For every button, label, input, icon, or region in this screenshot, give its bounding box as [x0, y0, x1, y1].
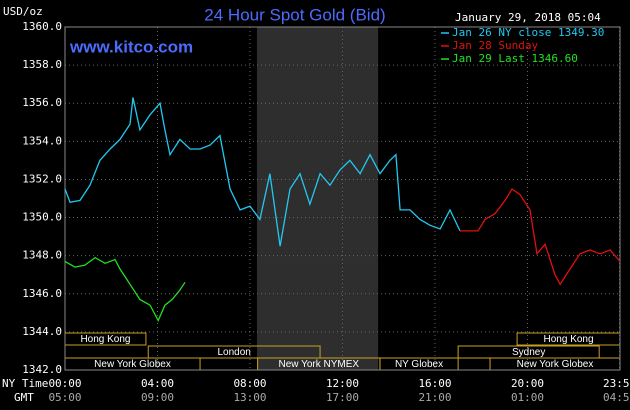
session-label: NY Globex: [395, 359, 443, 370]
y-tick-label: 1350.0: [22, 211, 62, 224]
timestamp: January 29, 2018 05:04: [455, 11, 601, 24]
gmt-tick-label: 09:00: [141, 391, 174, 404]
shaded-region: [256, 27, 379, 370]
session-label: Hong Kong: [544, 334, 594, 345]
gmt-tick-label: 04:59: [603, 391, 630, 404]
price-line: [460, 188, 621, 286]
x-tick-label: 20:00: [511, 377, 544, 390]
price-line: [64, 256, 186, 322]
plot-frame: [64, 26, 621, 371]
x-tick-label: 04:00: [141, 377, 174, 390]
y-unit: USD/oz: [3, 5, 43, 18]
session-box: [147, 345, 321, 359]
gmt-tick-label: 21:00: [418, 391, 451, 404]
chart-title: 24 Hour Spot Gold (Bid): [204, 5, 385, 24]
y-tick-label: 1344.0: [22, 325, 62, 338]
price-line: [64, 97, 461, 247]
y-tick-label: 1354.0: [22, 134, 62, 147]
y-tick-label: 1342.0: [22, 363, 62, 376]
row-label: GMT: [14, 391, 34, 404]
y-tick-label: 1356.0: [22, 96, 62, 109]
y-tick-label: 1360.0: [22, 20, 62, 33]
x-tick-label: 16:00: [418, 377, 451, 390]
gmt-tick-label: 17:00: [326, 391, 359, 404]
session-label: Sydney: [512, 347, 545, 358]
x-tick-label: 00:00: [48, 377, 81, 390]
session-label: New York Globex: [94, 359, 171, 370]
x-tick-label: 23:59: [603, 377, 630, 390]
gmt-tick-label: 13:00: [233, 391, 266, 404]
x-tick-label: 08:00: [233, 377, 266, 390]
row-label: NY Time: [2, 377, 48, 390]
session-label: Hong Kong: [80, 334, 130, 345]
legend-entry: Jan 29 Last 1346.60: [452, 52, 578, 65]
y-tick-label: 1358.0: [22, 58, 62, 71]
session-label: London: [217, 347, 250, 358]
y-tick-label: 1346.0: [22, 287, 62, 300]
session-label: New York NYMEX: [279, 359, 360, 370]
y-tick-label: 1352.0: [22, 172, 62, 185]
y-tick-label: 1348.0: [22, 249, 62, 262]
watermark: www.kitco.com: [69, 37, 193, 56]
legend-entry: Jan 26 NY close 1349.30: [452, 26, 604, 39]
gmt-tick-label: 01:00: [511, 391, 544, 404]
gmt-tick-label: 05:00: [48, 391, 81, 404]
legend-entry: Jan 28 Sunday: [452, 39, 538, 52]
x-tick-label: 12:00: [326, 377, 359, 390]
session-label: New York Globex: [517, 359, 594, 370]
